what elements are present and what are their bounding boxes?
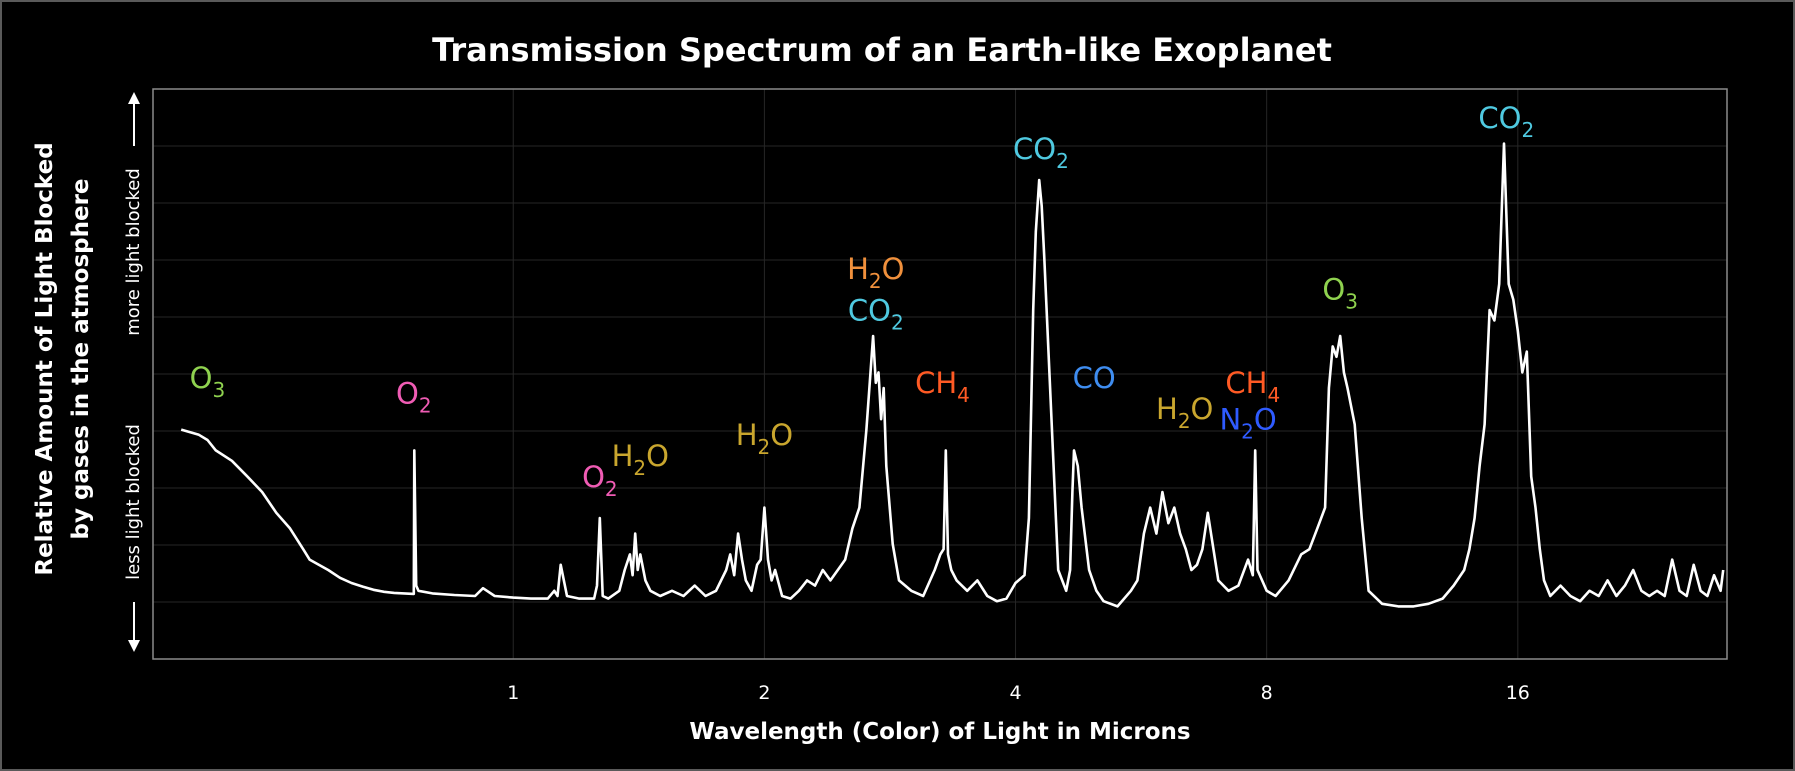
chart-title: Transmission Spectrum of an Earth-like E…	[432, 31, 1332, 69]
up-arrow-icon	[128, 92, 140, 146]
molecule-label: CO	[1073, 361, 1116, 395]
y-axis-label-line2: by gases in the atmosphere	[68, 178, 94, 539]
molecule-label: CH4	[915, 366, 970, 407]
molecule-label: H2O	[1156, 392, 1213, 433]
molecule-label: CO2	[1478, 101, 1534, 142]
molecule-label: CO2	[848, 293, 904, 334]
grid	[153, 89, 1727, 659]
x-tick-label: 8	[1261, 682, 1273, 704]
x-tick-label: 1	[507, 682, 519, 704]
molecule-label: N2O	[1219, 403, 1276, 444]
x-axis-ticks: 1 2 4 8 16	[507, 682, 1530, 704]
molecule-label: O2	[396, 377, 432, 418]
y-axis-label: Relative Amount of Light Blocked	[32, 142, 58, 575]
plot-area-border	[152, 88, 1728, 660]
molecule-label: O3	[190, 361, 226, 402]
molecule-label: H2O	[736, 418, 793, 459]
spectrum-series-line	[180, 142, 1725, 608]
down-arrow-icon	[128, 602, 140, 652]
molecule-label: CO2	[1013, 132, 1069, 173]
x-axis-label: Wavelength (Color) of Light in Microns	[689, 719, 1190, 745]
x-tick-label: 2	[758, 682, 770, 704]
molecule-label: H2O	[847, 252, 904, 293]
molecule-label: CH4	[1225, 366, 1280, 407]
x-tick-label: 16	[1506, 682, 1530, 704]
x-tick-label: 4	[1009, 682, 1021, 704]
molecule-label: O2	[582, 460, 618, 501]
less-light-blocked-label: less light blocked	[123, 424, 144, 580]
molecule-label: O3	[1322, 273, 1358, 314]
molecule-label: H2O	[612, 439, 669, 480]
more-light-blocked-label: more light blocked	[123, 168, 144, 336]
